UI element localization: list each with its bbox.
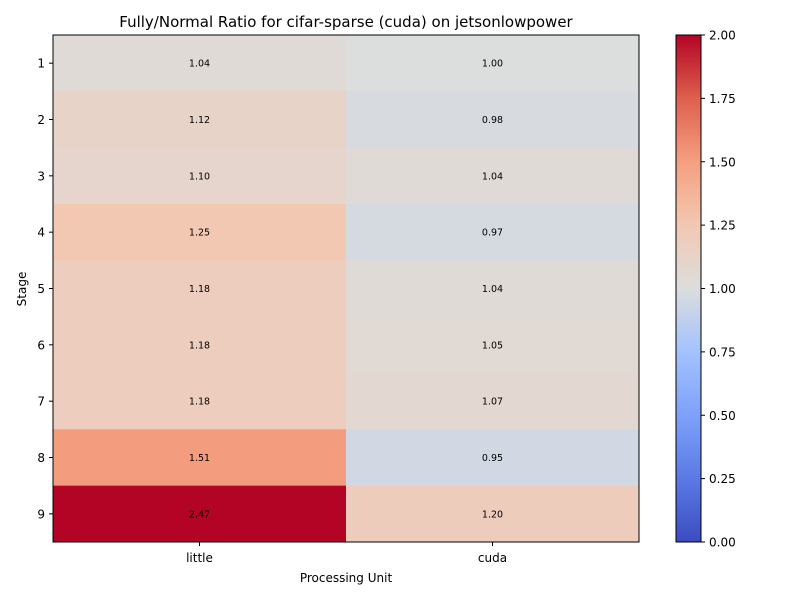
colorbar-tick-label: 1.00 — [709, 282, 736, 296]
heatmap-cell-value: 1.04 — [482, 171, 503, 182]
x-axis-label: Processing Unit — [300, 571, 393, 585]
heatmap-cell-value: 2.47 — [189, 509, 210, 520]
heatmap-cell — [53, 373, 347, 430]
heatmap-cell — [53, 91, 347, 149]
x-axis-ticks: little cuda — [186, 542, 507, 565]
colorbar-tick-label: 0.25 — [709, 472, 736, 486]
y-tick-label: 6 — [37, 338, 45, 352]
heatmap-cell — [346, 429, 640, 487]
heatmap-cell-value: 1.00 — [482, 59, 503, 70]
y-tick-label: 2 — [37, 113, 45, 127]
heatmap-cell-value: 1.18 — [189, 397, 210, 408]
heatmap-cell — [53, 429, 347, 487]
heatmap-cell-value: 1.18 — [189, 340, 210, 351]
heatmap-cell — [346, 91, 640, 149]
y-tick-label: 7 — [37, 395, 45, 409]
y-axis-ticks: 1 2 3 4 5 6 7 8 9 — [37, 57, 53, 521]
heatmap-cell — [53, 204, 347, 261]
colorbar-tick-label: 1.75 — [709, 92, 736, 106]
colorbar-tick-label: 1.25 — [709, 219, 736, 233]
heatmap-cell-value: 1.20 — [482, 509, 503, 520]
heatmap-cell-value: 1.12 — [189, 115, 210, 126]
colorbar-ticks: 0.00 0.25 0.50 0.75 1.00 1.25 1.50 1.75 2.00 — [701, 29, 736, 550]
y-tick-label: 3 — [37, 169, 45, 183]
colorbar — [675, 34, 702, 543]
x-tick-label: cuda — [478, 551, 507, 565]
heatmap-cell — [346, 373, 640, 430]
heatmap-cell — [346, 204, 640, 261]
heatmap-cell — [53, 147, 347, 205]
heatmap-cell-value: 1.05 — [482, 340, 503, 351]
heatmap-cell — [53, 260, 347, 318]
heatmap-cell-value: 1.10 — [189, 171, 210, 182]
chart-title: Fully/Normal Ratio for cifar-sparse (cud… — [119, 13, 573, 31]
heatmap-cell — [53, 316, 347, 374]
heatmap-cell — [53, 35, 347, 92]
y-tick-label: 9 — [37, 507, 45, 521]
heatmap-cell — [346, 316, 640, 374]
heatmap-cell-labels: 1.04 1.00 1.12 0.98 1.10 1.04 1.25 0.97 1.18 1.04… — [189, 59, 503, 521]
y-tick-label: 1 — [37, 57, 45, 71]
colorbar-tick-label: 2.00 — [709, 29, 736, 43]
heatmap-cell-value: 1.07 — [482, 397, 503, 408]
colorbar-tick-label: 1.50 — [709, 155, 736, 169]
heatmap-cell-value: 1.25 — [189, 228, 210, 239]
y-tick-label: 5 — [37, 282, 45, 296]
colorbar-tick-label: 0.75 — [709, 345, 736, 359]
heatmap-cell-value: 0.97 — [482, 228, 503, 239]
heatmap-cell — [346, 260, 640, 318]
heatmap-cell-value: 1.04 — [189, 59, 210, 70]
heatmap-cell-value: 0.95 — [482, 453, 503, 464]
heatmap-cell-value: 1.04 — [482, 284, 503, 295]
heatmap-cell — [346, 147, 640, 205]
colorbar-tick-label: 0.00 — [709, 536, 736, 550]
y-tick-label: 8 — [37, 451, 45, 465]
heatmap-cells — [53, 35, 640, 543]
heatmap-cell — [346, 35, 640, 92]
heatmap-cell-value: 1.51 — [189, 453, 210, 464]
heatmap-cell-value: 1.18 — [189, 284, 210, 295]
x-tick-label: little — [186, 551, 213, 565]
colorbar-tick-label: 0.50 — [709, 409, 736, 423]
heatmap-cell — [53, 485, 347, 543]
heatmap-cell-value: 0.98 — [482, 115, 503, 126]
y-tick-label: 4 — [37, 226, 45, 240]
y-axis-label: Stage — [15, 272, 29, 307]
heatmap-cell — [346, 485, 640, 543]
